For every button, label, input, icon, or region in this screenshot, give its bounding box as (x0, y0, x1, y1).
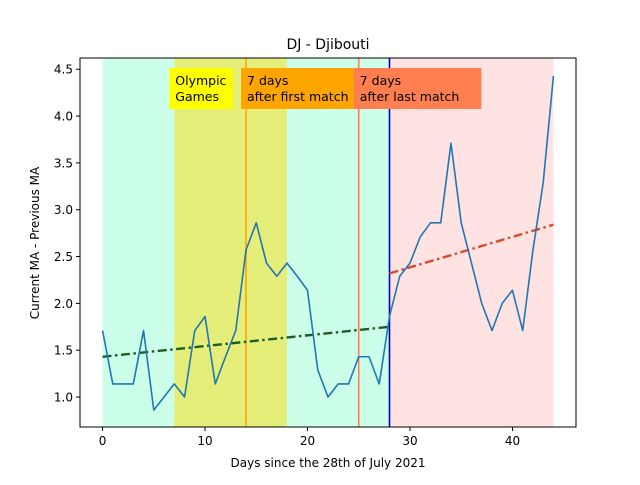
shaded-region-1 (174, 58, 288, 427)
shaded-region-0 (102, 58, 175, 427)
trend-line-0 (102, 325, 390, 358)
x-tick-label-4: 40 (505, 434, 520, 448)
annotation-text-1-1: after first match (247, 89, 348, 104)
x-tick-label-3: 30 (402, 434, 417, 448)
x-tick-label-0: 0 (99, 434, 107, 448)
annotation-box-2 (353, 68, 482, 109)
y-tick-label-1: 1.5 (54, 344, 73, 358)
y-tick-label-5: 3.5 (54, 156, 73, 170)
annotation-text-0-0: Olympic (175, 73, 226, 88)
y-tick-label-4: 3.0 (54, 203, 73, 217)
annotation-text-0-1: Games (175, 89, 219, 104)
annotation-box-0 (169, 68, 233, 109)
trend-lines (102, 223, 554, 358)
trend-line-1 (389, 223, 554, 275)
shaded-regions (102, 58, 554, 427)
y-tick-label-6: 4.0 (54, 110, 73, 124)
chart-title: DJ - Djibouti (286, 37, 369, 53)
y-tick-label-0: 1.0 (54, 391, 73, 405)
x-axis-label: Days since the 28th of July 2021 (231, 456, 426, 470)
annotation-text-1-0: 7 days (247, 73, 288, 88)
shaded-region-3 (389, 58, 554, 427)
vertical-markers (245, 58, 391, 427)
y-tick-label-3: 2.5 (54, 250, 73, 264)
annotation-text-2-1: after last match (360, 89, 460, 104)
annotation-box-1 (241, 68, 376, 109)
series-line-0 (101, 75, 555, 411)
x-tick-label-2: 20 (300, 434, 315, 448)
y-axis-ticks: 1.0 1.5 2.0 2.5 3.0 3.5 4.0 4.5 (54, 63, 80, 405)
x-tick-label-1: 10 (197, 434, 212, 448)
y-tick-label-2: 2.0 (54, 297, 73, 311)
y-tick-label-7: 4.5 (54, 63, 73, 77)
plot-frame (79, 57, 577, 428)
data-series (101, 75, 555, 411)
annotation-text-2-0: 7 days (360, 73, 401, 88)
y-axis-label: Current MA - Previous MA (28, 166, 42, 319)
x-axis-ticks: 0 10 20 30 40 (99, 427, 520, 448)
